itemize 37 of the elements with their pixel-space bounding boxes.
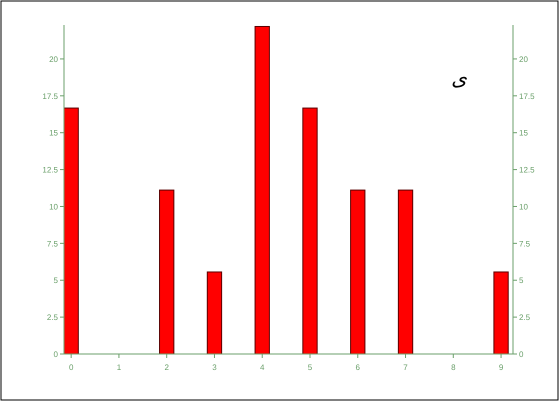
bar: [493, 271, 509, 354]
x-tick-label: 5: [308, 363, 313, 372]
bar: [64, 108, 79, 354]
y2-tick-label: 2.5: [519, 313, 531, 322]
bar: [206, 271, 222, 354]
y-tick-label: 2.5: [46, 313, 59, 322]
y2-tick-label: 0: [519, 350, 524, 359]
x-tick-label: 7: [403, 363, 408, 372]
bar: [398, 190, 414, 354]
x-tick-label: 8: [451, 363, 456, 372]
y-tick-label: 20: [49, 54, 59, 64]
y2-tick-label: 10: [519, 202, 528, 212]
y2-tick-label: 15: [519, 128, 528, 138]
y-tick-label: 15: [49, 128, 59, 138]
x-tick-label: 1: [116, 363, 122, 372]
y2-tick-label: 12.5: [519, 166, 536, 175]
bar: [350, 190, 366, 354]
y-tick-label: 12.5: [42, 166, 59, 175]
y2-tick-label: 20: [519, 54, 528, 64]
annotation: ی: [451, 66, 468, 90]
y-tick-label: 0: [54, 350, 59, 359]
x-tick-label: 6: [356, 363, 361, 372]
x-tick-label: 4: [260, 363, 265, 372]
y2-tick-label: 7.5: [519, 239, 531, 248]
y-tick-label: 7.5: [46, 239, 59, 248]
x-tick-label: 3: [212, 363, 218, 372]
y2-tick-label: 17.5: [519, 92, 536, 101]
y-tick-label: 5: [54, 276, 59, 286]
bar: [254, 26, 270, 354]
x-tick-label: 0: [68, 363, 74, 372]
bar: [302, 108, 318, 354]
x-tick-label: 9: [498, 363, 504, 372]
y-tick-label: 10: [49, 202, 59, 212]
x-tick-label: 2: [164, 363, 170, 372]
y-tick-label: 17.5: [42, 92, 59, 101]
bar: [159, 190, 174, 354]
y2-tick-label: 5: [519, 276, 524, 286]
